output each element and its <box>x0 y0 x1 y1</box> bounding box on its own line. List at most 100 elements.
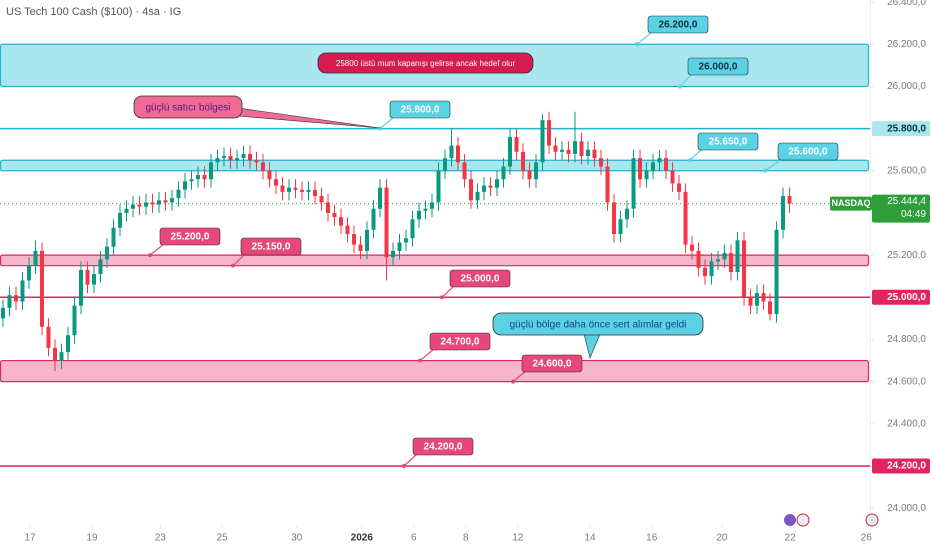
candle-body <box>547 120 552 146</box>
candle-body <box>475 191 480 201</box>
candle-body <box>436 170 441 203</box>
candle-body <box>26 265 31 281</box>
candle-body <box>573 141 578 154</box>
callout-pointer <box>512 370 527 383</box>
candle-body <box>527 170 532 180</box>
candle-body <box>631 158 636 209</box>
candle-body <box>488 185 493 188</box>
candle-body <box>638 158 643 180</box>
candle-body <box>46 326 51 348</box>
candle-body <box>709 261 714 277</box>
callout-box <box>159 227 221 246</box>
candle-body <box>391 250 396 258</box>
candle-body <box>339 217 344 226</box>
candle-body <box>13 295 18 302</box>
candle-body <box>514 137 519 152</box>
x-tick-label: 30 <box>291 533 303 544</box>
candle-body <box>254 160 259 163</box>
candle-body <box>423 208 428 211</box>
note-text: 25800 üstü mum kapanışı gelirse ancak he… <box>336 59 516 68</box>
callout-label: 26.000,0 <box>699 62 738 73</box>
x-tick-label: 12 <box>512 533 524 544</box>
candle-body <box>781 196 786 230</box>
candle-body <box>612 202 617 235</box>
candle-body <box>657 158 662 163</box>
callout-pointer <box>764 158 783 172</box>
candle-body <box>0 307 5 319</box>
candle-body <box>65 335 70 353</box>
candle-body <box>774 229 779 315</box>
candle-body <box>326 202 331 213</box>
candle-body <box>195 175 200 180</box>
symbol-tag <box>830 196 872 211</box>
price-label: 25.000,0 <box>887 292 926 303</box>
callout-anchor <box>635 42 639 47</box>
price-label-box <box>872 121 930 137</box>
y-tick-label: 24.400,0 <box>887 418 926 429</box>
candle-body <box>7 295 12 308</box>
callout-anchor <box>402 463 406 468</box>
candle-body <box>462 162 467 180</box>
candle-body <box>319 196 324 203</box>
candle-body <box>345 225 350 235</box>
x-tick-label: 26 <box>861 533 873 544</box>
candle-body <box>169 198 174 203</box>
candle-body <box>130 204 135 209</box>
event-icon[interactable] <box>784 514 796 526</box>
callout-anchor <box>511 379 515 384</box>
note-text: güçlü satıcı bölgesi <box>145 103 230 114</box>
zone <box>0 254 870 267</box>
candle-body <box>651 162 656 171</box>
candle-body <box>735 240 740 272</box>
candle-body <box>208 162 213 180</box>
candle-body <box>716 259 721 262</box>
callout-pointer <box>379 116 395 130</box>
candle-body <box>742 240 747 298</box>
callout-label: 24.700,0 <box>441 337 480 348</box>
candle-body <box>176 189 181 199</box>
callout-label: 25.800,0 <box>401 105 440 116</box>
candle-body <box>592 149 597 159</box>
callout-pointer <box>689 148 703 161</box>
callout-anchor <box>148 253 152 258</box>
candle-body <box>202 175 207 180</box>
candle-body <box>189 179 194 182</box>
flag-icon[interactable] <box>796 513 810 527</box>
callout-label: 25.000,0 <box>461 274 500 285</box>
zone <box>0 359 870 383</box>
candle-body <box>215 158 220 163</box>
candle-body <box>378 187 383 209</box>
callout-anchor <box>763 168 767 173</box>
candle-body <box>417 210 422 220</box>
candle-body <box>501 166 506 180</box>
candle-body <box>449 145 454 159</box>
x-tick-label: 20 <box>716 533 728 544</box>
callout-label: 25.200,0 <box>171 232 210 243</box>
candle-body <box>222 156 227 159</box>
candle-body <box>293 187 298 190</box>
candle-body <box>540 120 545 163</box>
candle-body <box>696 250 701 268</box>
callout-anchor <box>678 84 682 89</box>
flag-icon[interactable] <box>865 513 879 527</box>
candle-body <box>313 189 318 197</box>
candle-body <box>768 301 773 315</box>
candle-body <box>495 179 500 188</box>
price-label-box <box>872 458 930 474</box>
callout-label: 24.200,0 <box>424 442 463 453</box>
candle-body <box>332 212 337 218</box>
candle-body <box>456 145 461 163</box>
candle-body <box>228 156 233 161</box>
candle-body <box>664 158 669 171</box>
price-label: 24.200,0 <box>887 461 926 472</box>
chart-title: US Tech 100 Cash ($100) · 4sa · IG <box>6 6 181 18</box>
callout-label: 25.600,0 <box>789 147 828 158</box>
x-tick-label: 2026 <box>351 533 374 544</box>
candle-body <box>287 187 292 192</box>
candle-body <box>534 162 539 180</box>
candle-body <box>618 219 623 235</box>
candle-body <box>566 149 571 154</box>
callout-label: 25.150,0 <box>252 242 291 253</box>
candle-body <box>143 202 148 207</box>
